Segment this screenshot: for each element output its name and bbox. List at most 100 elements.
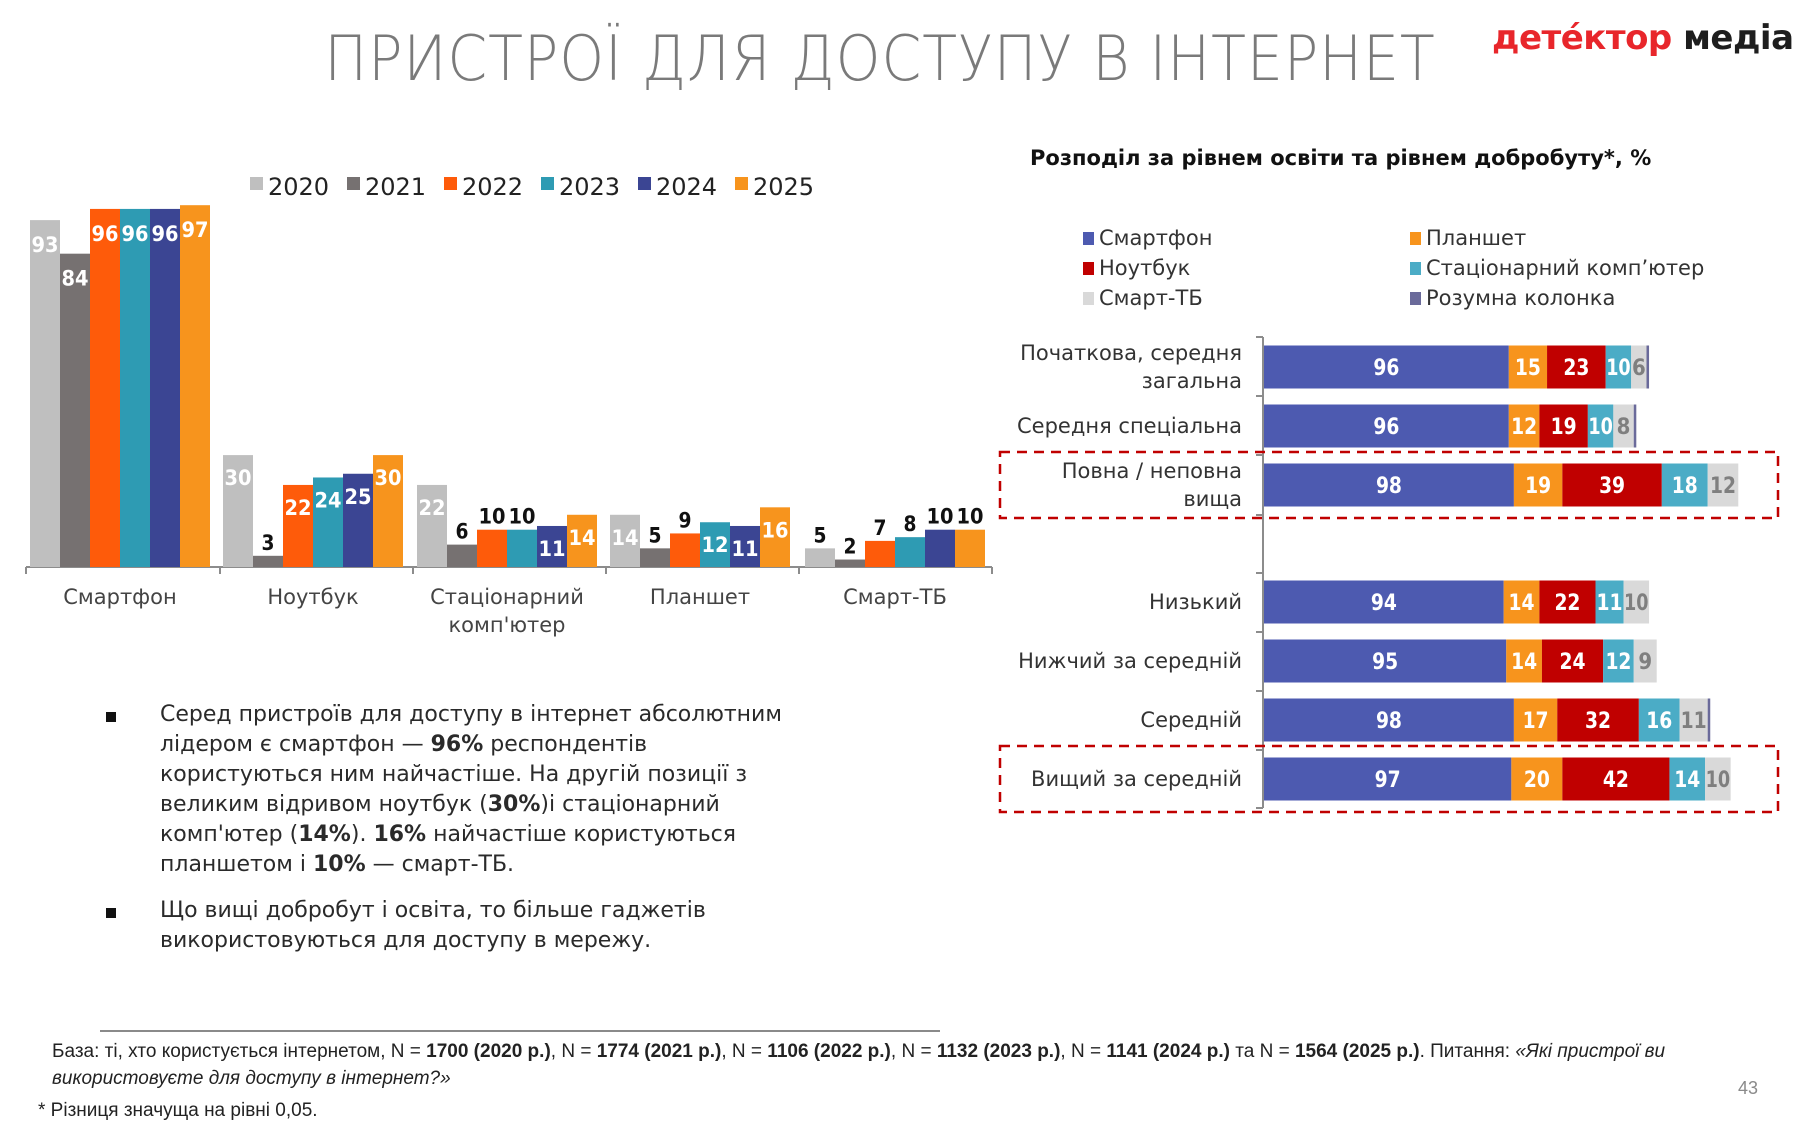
segment-3-0: [1605, 345, 1632, 389]
bar-2021-2: [447, 544, 477, 567]
bar-value-label: 11: [732, 537, 759, 561]
segment-1-5: [1513, 698, 1558, 742]
segment-2-5: [1557, 698, 1639, 742]
segment-1-6: [1511, 757, 1563, 801]
segment-value-label: 14: [1674, 768, 1700, 793]
bar-value-label: 14: [612, 526, 639, 550]
segment-value-label: 39: [1599, 474, 1625, 499]
bar-2020-3: [610, 514, 640, 567]
segment-value-label: 96: [1373, 356, 1399, 381]
bullet-text: — смарт-ТБ.: [365, 852, 515, 877]
row-label: Середній: [1140, 708, 1242, 732]
legend-swatch: [250, 177, 263, 190]
segment-1-3: [1503, 580, 1540, 624]
bar-value-label: 84: [62, 267, 89, 291]
segment-2-1: [1539, 404, 1588, 448]
segment-2-6: [1562, 757, 1670, 801]
segment-2-2: [1562, 463, 1662, 507]
bullet-emphasis: 10%: [312, 852, 366, 877]
category-label: Стаціонарний: [430, 585, 584, 609]
segment-value-label: 17: [1523, 709, 1549, 734]
legend-label: Стаціонарний комп’ютер: [1426, 256, 1704, 280]
legend-label: 2022: [462, 173, 523, 201]
legend-label: 2020: [268, 173, 329, 201]
bar-2022-0: [90, 208, 120, 568]
bar-2022-4: [865, 540, 895, 567]
bar-value-label: 10: [957, 505, 984, 529]
education-wealth-stacked-chart: Смартфон Планшет Ноутбук Стаціонарний комп’…: [998, 226, 1780, 814]
segment-3-1: [1587, 404, 1614, 448]
footnote-divider: [100, 1030, 940, 1032]
bar-2024-4: [925, 529, 955, 567]
segment-1-4: [1506, 639, 1542, 683]
bar-value-label: 8: [904, 512, 917, 536]
segment-1-1: [1508, 404, 1540, 448]
segment-value-label: 12: [1511, 415, 1537, 440]
segment-value-label: 96: [1373, 415, 1399, 440]
footnote-fragment: та N =: [1229, 1041, 1295, 1062]
segment-0-0: [1264, 345, 1509, 389]
bar-value-label: 11: [539, 537, 566, 561]
bar-2022-2: [477, 529, 507, 567]
bullet-text: найчастіше користуються планшетом і: [160, 822, 736, 877]
bar-2020-2: [417, 484, 447, 567]
segment-value-label: 98: [1376, 474, 1402, 499]
segment-value-label: 19: [1551, 415, 1577, 440]
bullet-text: респондентів користуються ним найчастіше…: [160, 732, 748, 817]
bar-value-label: 5: [649, 523, 662, 547]
bar-2025-2: [567, 514, 597, 567]
legend-label: 2021: [365, 173, 426, 201]
bar-value-label: 97: [182, 218, 209, 242]
bullet-emphasis: 96%: [430, 732, 484, 757]
base-footnote: База: ті, хто користується інтернетом, N…: [52, 1038, 1732, 1092]
segment-value-label: 24: [1560, 650, 1586, 675]
legend-swatch: [1083, 292, 1094, 305]
footnote-fragment: , N =: [890, 1041, 937, 1062]
segment-2-0: [1547, 345, 1606, 389]
bar-2021-4: [835, 559, 865, 567]
row-label: Середня спеціальна: [1017, 414, 1242, 438]
bar-2021-1: [253, 555, 283, 567]
bar-2022-1: [283, 484, 313, 567]
bar-2025-4: [955, 529, 985, 567]
bar-value-label: 30: [225, 466, 252, 490]
segment-4-2: [1707, 463, 1739, 507]
category-label: Смарт-ТБ: [843, 585, 947, 609]
segment-3-3: [1595, 580, 1624, 624]
segment-value-label: 9: [1638, 650, 1652, 675]
detector-media-logo: детéктор медіа: [1492, 18, 1794, 58]
legend-item-2023: 2023: [541, 173, 620, 201]
footnote-fragment: 1141 (2024 р.): [1106, 1041, 1230, 1062]
segment-value-label: 12: [1605, 650, 1631, 675]
segment-0-6: [1264, 757, 1512, 801]
segment-2-3: [1539, 580, 1596, 624]
footnote-fragment: 1774 (2021 р.): [596, 1041, 722, 1062]
segment-value-label: 32: [1585, 709, 1611, 734]
bar-2025-3: [760, 507, 790, 567]
row-label: загальна: [1142, 369, 1242, 393]
row-label: вища: [1183, 487, 1242, 511]
segment-3-4: [1603, 639, 1634, 683]
bar-2025-1: [373, 455, 403, 567]
legend-swatch: [541, 177, 554, 190]
segment-value-label: 20: [1524, 768, 1550, 793]
segment-0-4: [1264, 639, 1507, 683]
page-number: 43: [1738, 1078, 1759, 1098]
segment-4-4: [1633, 639, 1657, 683]
legend-swatch: [444, 177, 457, 190]
segment-value-label: 94: [1371, 591, 1397, 616]
category-label: Смартфон: [63, 585, 176, 609]
bar-2020-1: [223, 455, 253, 567]
bar-2020-4: [805, 548, 835, 567]
bar-value-label: 5: [814, 523, 827, 547]
bar-2022-3: [670, 533, 700, 567]
segment-value-label: 12: [1710, 474, 1736, 499]
bar-value-label: 10: [927, 505, 954, 529]
legend-swatch: [1410, 292, 1421, 305]
bullet-text: Серед пристроїв для доступу в інтернет а…: [160, 702, 782, 757]
bar-value-label: 30: [375, 466, 402, 490]
legend-item-2: Ноутбук: [1083, 256, 1190, 280]
legend-label: 2023: [559, 173, 620, 201]
legend-item-3: Стаціонарний комп’ютер: [1410, 256, 1704, 280]
bar-value-label: 10: [479, 505, 506, 529]
